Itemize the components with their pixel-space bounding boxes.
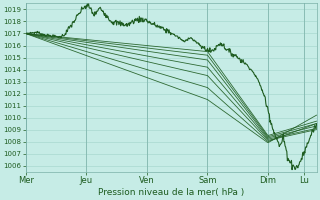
X-axis label: Pression niveau de la mer( hPa ): Pression niveau de la mer( hPa ) bbox=[98, 188, 244, 197]
